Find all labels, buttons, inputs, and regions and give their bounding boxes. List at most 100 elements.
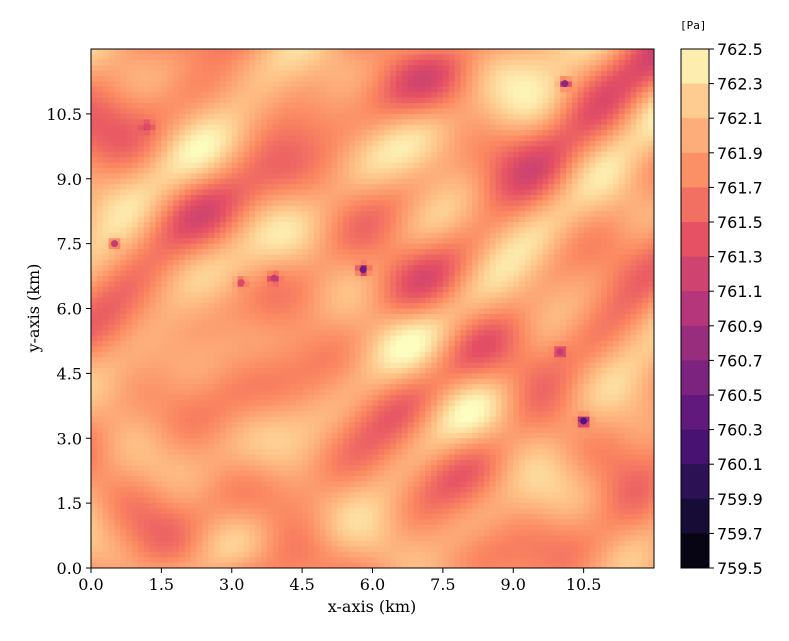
heatmap-cell [331,378,338,385]
heatmap-cell [313,92,321,99]
heatmap-cell [384,530,391,537]
heatmap-cell [96,470,104,477]
heatmap-cell [360,411,368,418]
heatmap-cell [184,227,192,234]
heatmap-cell [284,492,291,499]
heatmap-cell [132,443,139,450]
heatmap-cell [366,276,374,283]
heatmap-cell [296,454,303,461]
heatmap-cell [173,508,180,515]
heatmap-cell [366,519,374,526]
heatmap-cell [384,378,391,385]
heatmap-cell [173,243,180,250]
heatmap-cell [225,130,233,137]
heatmap-cell [220,438,227,445]
heatmap-cell [167,378,174,385]
heatmap-cell [214,481,221,488]
heatmap-cell [302,546,309,553]
heatmap-cell [243,367,250,374]
heatmap-cell [178,227,186,234]
heatmap-cell [384,211,391,218]
heatmap-cell [231,362,239,369]
heatmap-cell [178,238,186,245]
heatmap-cell [290,319,297,326]
heatmap-cell [143,400,151,407]
heatmap-cell [243,308,250,315]
heatmap-cell [120,92,127,99]
heatmap-cell [120,486,127,493]
heatmap-cell [137,422,145,429]
heatmap-cell [354,427,362,434]
heatmap-cell [319,362,327,369]
heatmap-cell [261,157,268,164]
heatmap-cell [302,319,309,326]
heatmap-cell [319,259,327,266]
heatmap-cell [325,146,333,153]
heatmap-cell [243,76,250,83]
heatmap-cell [331,211,338,218]
heatmap-cell [261,508,268,515]
heatmap-cell [319,286,327,293]
heatmap-cell [108,470,116,477]
heatmap-cell [243,519,250,526]
heatmap-cell [184,530,192,537]
heatmap-cell [360,486,368,493]
heatmap-cell [231,340,239,347]
heatmap-cell [184,178,192,185]
heatmap-cell [325,470,333,477]
heatmap-cell [173,76,180,83]
heatmap-cell [126,508,133,515]
heatmap-cell [208,113,215,120]
heatmap-cell [372,503,379,510]
heatmap-cell [349,238,356,245]
heatmap-cell [296,222,303,229]
heatmap-cell [225,238,233,245]
heatmap-cell [249,384,256,391]
heatmap-cell [214,194,221,201]
heatmap-cell [272,551,280,558]
heatmap-cell [173,378,180,385]
heatmap-cell [372,535,379,542]
heatmap-cell [126,362,133,369]
heatmap-cell [255,167,262,174]
heatmap-cell [237,362,245,369]
heatmap-cell [91,459,98,466]
heatmap-cell [208,194,215,201]
heatmap-cell [313,173,321,180]
heatmap-cell [319,232,327,239]
heatmap-cell [167,265,174,272]
heatmap-cell [278,313,286,320]
heatmap-cell [261,551,268,558]
heatmap-cell [220,319,227,326]
heatmap-cell [91,346,98,353]
heatmap-cell [132,157,139,164]
heatmap-cell [360,551,368,558]
heatmap-cell [231,367,239,374]
heatmap-cell [349,395,356,402]
heatmap-cell [296,146,303,153]
heatmap-cell [378,346,385,353]
heatmap-cell [255,357,262,364]
heatmap-cell [149,416,157,423]
heatmap-cell [161,151,168,158]
heatmap-cell [220,286,227,293]
heatmap-cell [360,422,368,429]
heatmap-cell [243,340,250,347]
heatmap-cell [190,205,198,212]
heatmap-cell [225,357,233,364]
heatmap-cell [366,432,374,439]
heatmap-cell [307,222,315,229]
heatmap-cell [255,303,262,310]
heatmap-cell [231,400,239,407]
heatmap-cell [208,432,215,439]
heatmap-cell [290,65,297,72]
heatmap-cell [225,189,233,196]
heatmap-cell [208,65,215,72]
heatmap-cell [390,389,397,396]
heatmap-cell [290,194,297,201]
heatmap-cell [266,265,274,272]
heatmap-cell [366,530,374,537]
heatmap-cell [354,422,362,429]
heatmap-cell [290,438,297,445]
heatmap-cell [343,465,350,472]
